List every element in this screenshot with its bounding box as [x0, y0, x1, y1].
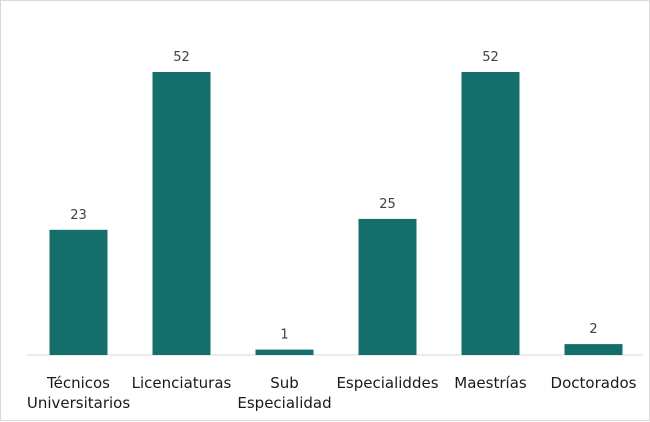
category-label-0-line-1: Universitarios	[27, 394, 130, 412]
bar-4	[461, 72, 520, 355]
data-label-1: 52	[173, 50, 190, 65]
bars-group	[49, 72, 623, 355]
category-label-5: Doctorados	[551, 374, 637, 392]
bar-1	[152, 72, 211, 355]
category-label-2-line-0: Sub	[270, 374, 299, 392]
category-label-1: Licenciaturas	[132, 374, 232, 392]
category-label-3-line-0: Especialiddes	[336, 374, 438, 392]
bar-2	[255, 349, 314, 355]
category-label-3: Especialiddes	[336, 374, 438, 392]
category-label-1-line-0: Licenciaturas	[132, 374, 232, 392]
data-label-3: 25	[379, 197, 396, 212]
category-label-4-line-0: Maestrías	[454, 374, 527, 392]
bar-0	[49, 229, 108, 355]
category-label-4: Maestrías	[454, 374, 527, 392]
data-label-0: 23	[70, 208, 87, 223]
data-label-5: 2	[589, 322, 597, 337]
data-labels-group: 23 52 1 25 52 2	[70, 50, 597, 343]
category-label-2-line-1: Especialidad	[237, 394, 331, 412]
category-label-0-line-0: Técnicos	[46, 374, 110, 392]
category-label-0: Técnicos Universitarios	[27, 374, 130, 412]
category-label-2: Sub Especialidad	[237, 374, 331, 412]
bar-3	[358, 218, 417, 355]
data-label-4: 52	[482, 50, 499, 65]
data-label-2: 1	[280, 328, 288, 343]
category-label-5-line-0: Doctorados	[551, 374, 637, 392]
bar-5	[564, 344, 623, 355]
